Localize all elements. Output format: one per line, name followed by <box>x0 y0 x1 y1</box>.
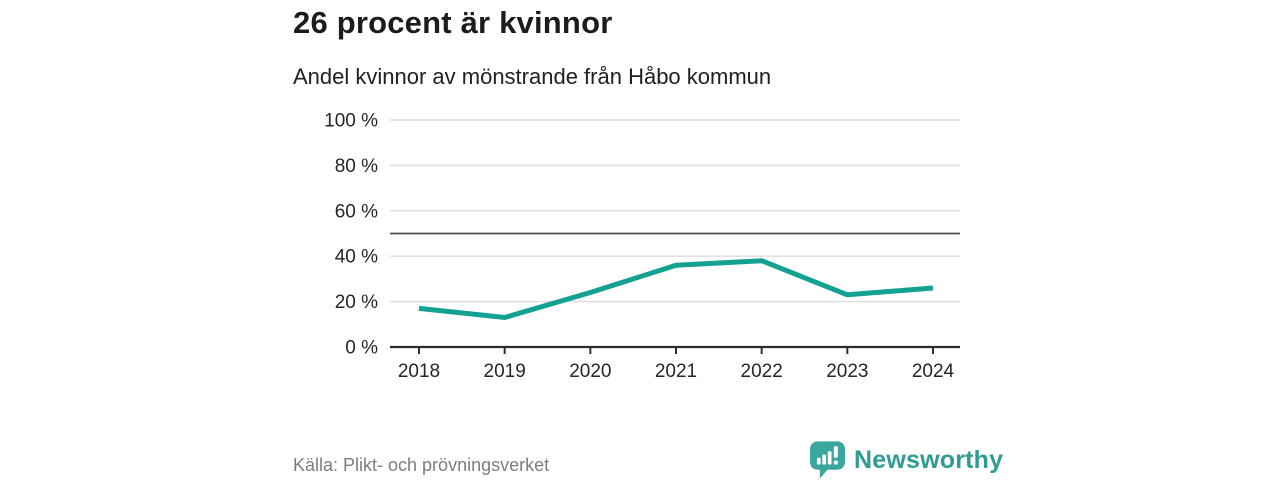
source-note: Källa: Plikt- och prövningsverket <box>293 455 550 475</box>
brand-name: Newsworthy <box>854 446 1004 474</box>
bar-1 <box>816 457 821 465</box>
newsworthy-bubble-icon <box>810 441 845 479</box>
chart-subtitle: Andel kvinnor av mönstrande från Håbo ko… <box>293 64 772 89</box>
bar-2 <box>822 454 827 465</box>
line-chart: 0 % 20 % 40 % 60 % 80 % 100 % 2018 2019 2020 2021… <box>324 111 960 382</box>
y-tick-label-80: 80 % <box>335 156 378 177</box>
x-tick-label-2021: 2021 <box>655 361 697 382</box>
y-tick-label-20: 20 % <box>335 292 378 313</box>
x-tick-label-2023: 2023 <box>826 361 868 382</box>
x-tick-label-2020: 2020 <box>569 361 611 382</box>
data-line-Andel kvinnor av mönstrande <box>418 258 934 320</box>
exclamation-dot <box>833 460 838 465</box>
x-tick-label-2022: 2022 <box>741 361 783 382</box>
exclamation-stem <box>833 446 838 458</box>
y-tick-label-100: 100 % <box>324 111 378 132</box>
brand-logo: Newsworthy <box>810 441 1003 480</box>
x-tick-label-2024: 2024 <box>912 361 955 382</box>
y-tick-label-0: 0 % <box>345 338 378 359</box>
y-tick-label-40: 40 % <box>335 247 378 268</box>
x-tick-label-2018: 2018 <box>398 361 440 382</box>
y-tick-label-60: 60 % <box>335 201 378 222</box>
x-tick-label-2019: 2019 <box>484 361 526 382</box>
chart-title: 26 procent är kvinnor <box>293 5 613 40</box>
bar-3 <box>827 451 832 465</box>
